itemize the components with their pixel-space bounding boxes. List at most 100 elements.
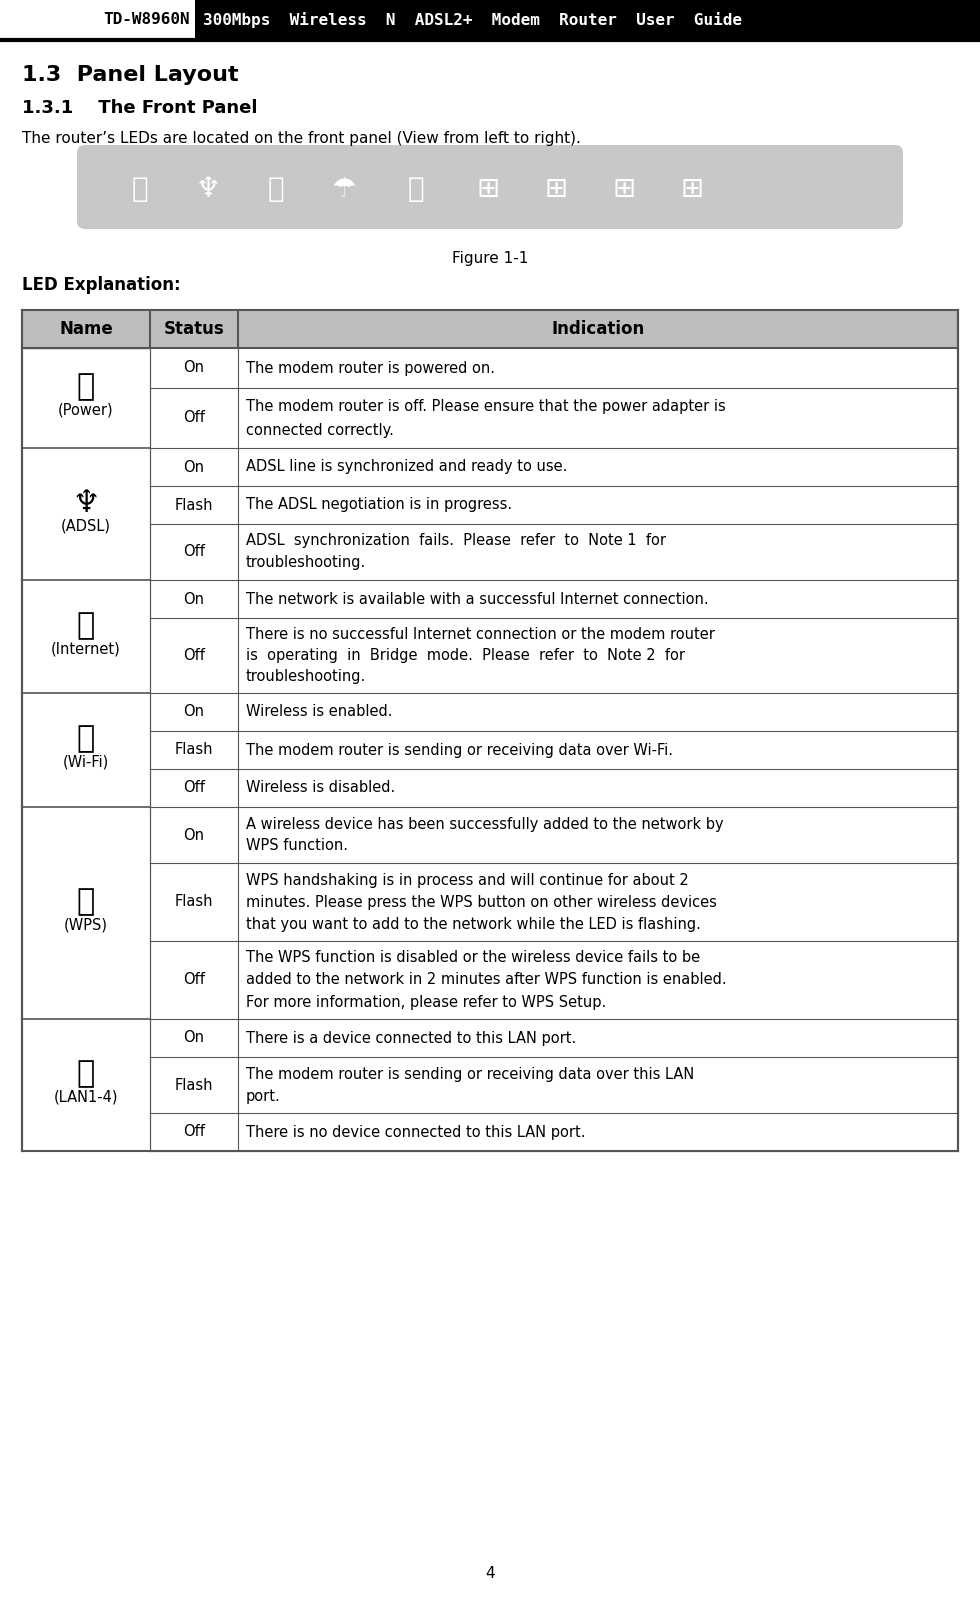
Text: ⏻: ⏻ xyxy=(76,372,95,401)
Text: Flash: Flash xyxy=(174,743,214,757)
Text: On: On xyxy=(183,361,205,375)
Text: ♆: ♆ xyxy=(196,175,220,204)
Text: :  xyxy=(76,1060,95,1089)
Bar xyxy=(195,0,980,40)
Bar xyxy=(150,768,958,807)
Bar xyxy=(150,1057,958,1113)
Bar xyxy=(22,448,150,581)
Text: On: On xyxy=(183,704,205,720)
Text: Off: Off xyxy=(183,544,205,560)
Text: ⚿: ⚿ xyxy=(408,175,424,204)
Text: There is no device connected to this LAN port.: There is no device connected to this LAN… xyxy=(246,1124,585,1139)
Text: ⊞: ⊞ xyxy=(612,175,636,204)
Text: ⊞: ⊞ xyxy=(680,175,704,204)
Text: The modem router is off. Please ensure that the power adapter is: The modem router is off. Please ensure t… xyxy=(246,398,726,414)
Text: ⊞: ⊞ xyxy=(476,175,500,204)
Text: (Power): (Power) xyxy=(58,403,114,417)
Text: Figure 1-1: Figure 1-1 xyxy=(452,250,528,266)
Bar xyxy=(0,0,195,40)
Text: The ADSL negotiation is in progress.: The ADSL negotiation is in progress. xyxy=(246,497,513,513)
Bar xyxy=(150,486,958,525)
Bar xyxy=(22,348,150,448)
Text: connected correctly.: connected correctly. xyxy=(246,422,394,438)
Text: ADSL line is synchronized and ready to use.: ADSL line is synchronized and ready to u… xyxy=(246,459,567,475)
Text: LED Explanation:: LED Explanation: xyxy=(22,276,180,294)
Text: WPS handshaking is in process and will continue for about 2: WPS handshaking is in process and will c… xyxy=(246,873,689,887)
Text: A wireless device has been successfully added to the network by: A wireless device has been successfully … xyxy=(246,816,723,831)
Text: 300Mbps  Wireless  N  ADSL2+  Modem  Router  User  Guide: 300Mbps Wireless N ADSL2+ Modem Router U… xyxy=(203,11,742,27)
FancyBboxPatch shape xyxy=(77,144,903,229)
Text: port.: port. xyxy=(246,1089,280,1104)
Text: Wireless is disabled.: Wireless is disabled. xyxy=(246,781,395,796)
Text: (Wi-Fi): (Wi-Fi) xyxy=(63,754,109,770)
Bar xyxy=(150,525,958,581)
Text: Off: Off xyxy=(183,972,205,988)
Text: (WPS): (WPS) xyxy=(64,917,108,932)
Text: Off: Off xyxy=(183,411,205,425)
Text: ⦻: ⦻ xyxy=(76,611,95,640)
Bar xyxy=(22,807,150,1019)
Text: (LAN1-4): (LAN1-4) xyxy=(54,1089,119,1105)
Text: On: On xyxy=(183,1030,205,1046)
Text: troubleshooting.: troubleshooting. xyxy=(246,555,367,571)
Text: The modem router is sending or receiving data over Wi-Fi.: The modem router is sending or receiving… xyxy=(246,743,673,757)
Text: 1.3.1    The Front Panel: 1.3.1 The Front Panel xyxy=(22,99,258,117)
Text: Flash: Flash xyxy=(174,895,214,909)
Text: The router’s LEDs are located on the front panel (View from left to right).: The router’s LEDs are located on the fro… xyxy=(22,130,581,146)
Bar xyxy=(22,310,958,348)
Text: 4: 4 xyxy=(485,1567,495,1582)
Bar xyxy=(150,581,958,618)
Bar xyxy=(22,693,150,807)
Text: ⏻: ⏻ xyxy=(131,175,148,204)
Text: Status: Status xyxy=(164,321,224,338)
Text: troubleshooting.: troubleshooting. xyxy=(246,669,367,683)
Text: Indication: Indication xyxy=(552,321,645,338)
Text: 1.3  Panel Layout: 1.3 Panel Layout xyxy=(22,66,238,85)
Bar xyxy=(150,348,958,388)
Text: ⦻: ⦻ xyxy=(268,175,284,204)
Text: :  xyxy=(76,887,95,916)
Bar xyxy=(150,448,958,486)
Text: On: On xyxy=(183,828,205,842)
Text: On: On xyxy=(183,592,205,606)
Text: Off: Off xyxy=(183,781,205,796)
Text: TD-W8960N: TD-W8960N xyxy=(103,13,190,27)
Text: minutes. Please press the WPS button on other wireless devices: minutes. Please press the WPS button on … xyxy=(246,895,717,909)
Text: There is a device connected to this LAN port.: There is a device connected to this LAN … xyxy=(246,1030,576,1046)
Bar xyxy=(150,388,958,448)
Text: The network is available with a successful Internet connection.: The network is available with a successf… xyxy=(246,592,709,606)
Bar xyxy=(150,693,958,731)
Bar xyxy=(22,581,150,693)
Bar xyxy=(150,1113,958,1152)
Text: ⊞: ⊞ xyxy=(544,175,567,204)
Text: Off: Off xyxy=(183,648,205,662)
Text: Name: Name xyxy=(59,321,113,338)
Text: is  operating  in  Bridge  mode.  Please  refer  to  Note 2  for: is operating in Bridge mode. Please refe… xyxy=(246,648,685,662)
Text: ADSL  synchronization  fails.  Please  refer  to  Note 1  for: ADSL synchronization fails. Please refer… xyxy=(246,534,666,549)
Text: The modem router is powered on.: The modem router is powered on. xyxy=(246,361,495,375)
Text: (ADSL): (ADSL) xyxy=(61,518,111,534)
Text: that you want to add to the network while the LED is flashing.: that you want to add to the network whil… xyxy=(246,916,701,932)
Text: Wireless is enabled.: Wireless is enabled. xyxy=(246,704,393,720)
Text: (Internet): (Internet) xyxy=(51,642,121,656)
Text: For more information, please refer to WPS Setup.: For more information, please refer to WP… xyxy=(246,994,607,1009)
Bar xyxy=(150,731,958,768)
Text: ♆: ♆ xyxy=(73,489,100,518)
Text: :  xyxy=(76,725,95,754)
Bar xyxy=(150,863,958,942)
Bar xyxy=(150,618,958,693)
Text: The modem router is sending or receiving data over this LAN: The modem router is sending or receiving… xyxy=(246,1067,694,1081)
Text: Off: Off xyxy=(183,1124,205,1139)
Text: On: On xyxy=(183,459,205,475)
Text: added to the network in 2 minutes after WPS function is enabled.: added to the network in 2 minutes after … xyxy=(246,972,726,988)
Text: The WPS function is disabled or the wireless device fails to be: The WPS function is disabled or the wire… xyxy=(246,951,700,966)
Text: Flash: Flash xyxy=(174,497,214,513)
Bar xyxy=(150,807,958,863)
Bar xyxy=(150,942,958,1019)
Bar xyxy=(150,1019,958,1057)
Text: ☂: ☂ xyxy=(331,175,357,204)
Bar xyxy=(22,1019,150,1152)
Text: There is no successful Internet connection or the modem router: There is no successful Internet connecti… xyxy=(246,627,714,642)
Text: Flash: Flash xyxy=(174,1078,214,1092)
Text: WPS function.: WPS function. xyxy=(246,839,348,853)
